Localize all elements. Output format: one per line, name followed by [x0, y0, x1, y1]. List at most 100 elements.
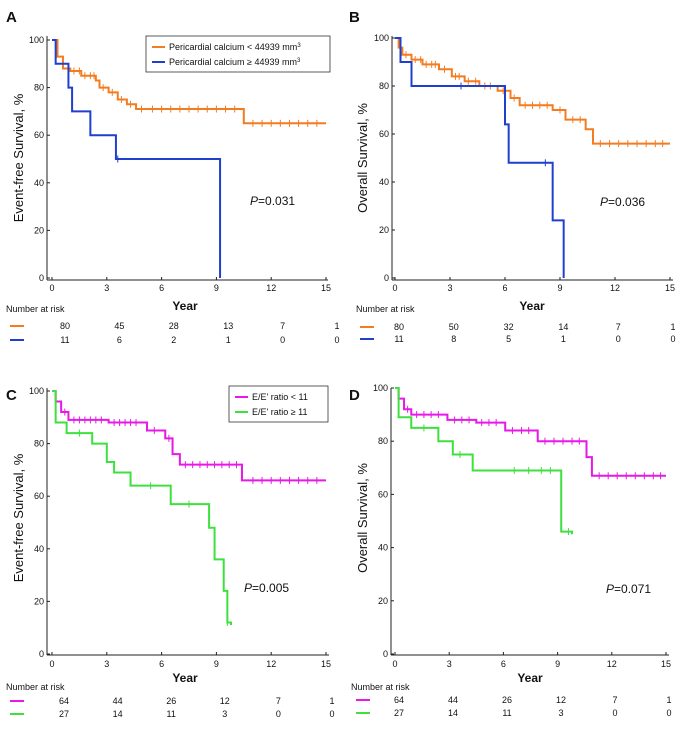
x-tick-label-d-9: 9: [555, 659, 560, 669]
risk-count-c-series-1-2: 26: [166, 696, 176, 706]
risk-count-b-series-1-3: 14: [558, 322, 568, 332]
x-tick-label-b-9: 9: [557, 283, 562, 293]
risk-table-b: 80 50 32 14 7 111 8 5 1 0 0: [360, 322, 676, 344]
y-tick-label-d-100: 100: [373, 383, 388, 393]
y-tick-label-c-100: 100: [29, 386, 44, 396]
legend-text-a-series-2: Pericardial calcium ≥ 44939 mm: [169, 57, 297, 67]
y-axis-title-a: Event-free Survival, %: [11, 93, 26, 222]
x-tick-label-a-0: 0: [49, 283, 54, 293]
y-tick-label-b-0: 0: [384, 273, 389, 283]
risk-count-c-series-2-1: 14: [113, 709, 123, 719]
y-tick-label-a-40: 40: [34, 178, 44, 188]
y-tick-label-c-20: 20: [34, 596, 44, 606]
y-tick-label-a-100: 100: [29, 35, 44, 45]
risk-count-d-series-2-3: 3: [558, 708, 563, 718]
panel-label-d: D: [349, 387, 360, 404]
p-value-number-b: =0.036: [608, 195, 645, 209]
risk-count-d-series-2-0: 27: [394, 708, 404, 718]
y-tick-label-a-20: 20: [34, 225, 44, 235]
risk-count-d-series-1-4: 7: [612, 695, 617, 705]
x-tick-label-a-12: 12: [266, 283, 276, 293]
p-value-letter-c: P: [244, 581, 252, 595]
x-tick-labels-a: 0 3 6 9 12 15: [49, 283, 331, 293]
y-tick-label-d-20: 20: [378, 596, 388, 606]
risk-count-c-series-1-1: 44: [113, 696, 123, 706]
risk-count-b-series-1-2: 32: [504, 322, 514, 332]
p-value-d: P=0.071: [606, 582, 651, 596]
axis-ticks-b: [392, 37, 671, 280]
y-axis-title-d: Overall Survival, %: [355, 463, 370, 573]
x-tick-labels-d: 0 3 6 9 12 15: [392, 659, 671, 669]
x-axis-title-a: Year: [172, 299, 198, 313]
risk-table-title-a: Number at risk: [6, 304, 65, 314]
risk-count-b-series-2-2: 5: [506, 334, 511, 344]
x-tick-label-a-3: 3: [104, 283, 109, 293]
x-tick-labels-c: 0 3 6 9 12 15: [49, 659, 331, 669]
risk-count-d-series-1-3: 12: [556, 695, 566, 705]
risk-table-a: 80 45 28 13 7 111 6 2 1 0 0: [10, 321, 340, 345]
x-tick-label-b-15: 15: [665, 283, 675, 293]
p-value-number-d: =0.071: [614, 582, 651, 596]
y-tick-label-d-0: 0: [383, 649, 388, 659]
p-value-c: P=0.005: [244, 581, 289, 595]
p-value-number-c: =0.005: [252, 581, 289, 595]
risk-count-b-series-1-1: 50: [449, 322, 459, 332]
x-tick-label-b-0: 0: [392, 283, 397, 293]
y-tick-label-b-60: 60: [379, 129, 389, 139]
risk-count-d-series-1-0: 64: [394, 695, 404, 705]
legend-box-a: [145, 35, 331, 73]
p-value-b: P=0.036: [600, 195, 645, 209]
risk-count-c-series-1-0: 64: [59, 696, 69, 706]
y-tick-labels-c: 0 20 40 60 80 100: [29, 386, 44, 659]
y-axis-title-c: Event-free Survival, %: [11, 453, 26, 582]
risk-table-title-c: Number at risk: [6, 682, 65, 692]
panel-label-c: C: [6, 387, 17, 404]
risk-table-c: 64 44 26 12 7 127 14 11 3 0 0: [10, 696, 335, 719]
survival-curves-c: [52, 390, 326, 626]
x-tick-labels-b: 0 3 6 9 12 15: [392, 283, 675, 293]
x-tick-label-c-12: 12: [266, 659, 276, 669]
risk-count-a-series-2-5: 0: [334, 335, 339, 345]
y-tick-label-a-0: 0: [39, 273, 44, 283]
risk-count-a-series-1-1: 45: [114, 321, 124, 331]
risk-count-b-series-1-0: 80: [394, 322, 404, 332]
axis-ticks-a: [47, 39, 327, 280]
risk-count-b-series-2-1: 8: [451, 334, 456, 344]
x-tick-label-a-9: 9: [214, 283, 219, 293]
y-tick-label-b-40: 40: [379, 177, 389, 187]
x-tick-label-c-3: 3: [104, 659, 109, 669]
risk-count-b-series-2-3: 1: [561, 334, 566, 344]
y-tick-labels-a: 0 20 40 60 80 100: [29, 35, 44, 283]
risk-count-a-series-2-3: 1: [226, 335, 231, 345]
panel-label-b: B: [349, 9, 360, 26]
survival-curves-d: [395, 387, 666, 536]
y-tick-label-c-0: 0: [39, 649, 44, 659]
x-axis-title-d: Year: [517, 671, 543, 685]
risk-count-a-series-1-5: 1: [334, 321, 339, 331]
risk-count-b-series-1-4: 7: [616, 322, 621, 332]
risk-count-c-series-2-5: 0: [329, 709, 334, 719]
survival-curve-d-series-1: [395, 387, 666, 477]
risk-count-b-series-2-0: 11: [394, 334, 403, 344]
risk-count-a-series-2-4: 0: [280, 335, 285, 345]
y-tick-label-a-80: 80: [34, 83, 44, 93]
risk-count-b-series-2-4: 0: [616, 334, 621, 344]
y-axis-title-b: Overall Survival, %: [355, 103, 370, 213]
risk-count-a-series-1-0: 80: [60, 321, 70, 331]
x-tick-label-d-0: 0: [392, 659, 397, 669]
survival-curve-a-series-2: [52, 39, 222, 278]
y-tick-label-b-80: 80: [379, 81, 389, 91]
y-tick-label-b-100: 100: [374, 33, 389, 43]
risk-count-c-series-2-4: 0: [276, 709, 281, 719]
legend-sup-a-series-1: 3: [297, 43, 301, 49]
survival-curve-a-series-1: [52, 39, 326, 125]
survival-curve-c-series-1: [52, 390, 326, 482]
risk-count-d-series-1-5: 1: [666, 695, 671, 705]
risk-count-c-series-1-5: 1: [329, 696, 334, 706]
risk-count-c-series-2-0: 27: [59, 709, 69, 719]
p-value-number-a: =0.031: [258, 194, 295, 208]
risk-count-c-series-1-4: 7: [276, 696, 281, 706]
x-tick-label-b-3: 3: [447, 283, 452, 293]
